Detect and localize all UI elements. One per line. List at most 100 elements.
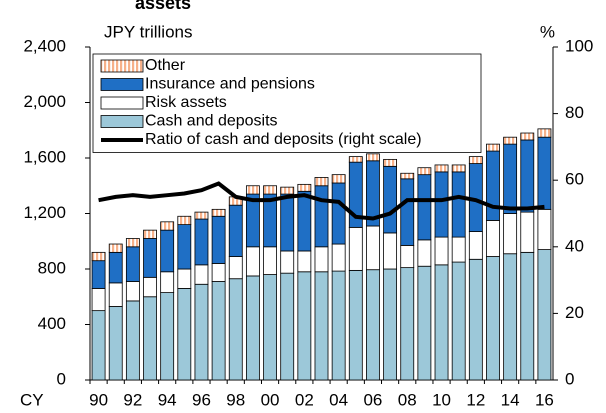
bar-segment <box>383 232 398 270</box>
bar-segment <box>520 132 535 141</box>
bar-segment <box>537 208 552 250</box>
chart-title: assets <box>135 0 191 13</box>
x-tick-label: 02 <box>295 390 314 409</box>
bar-segment <box>366 153 380 162</box>
y2-axis-label: % <box>540 22 555 41</box>
bar-segment <box>486 143 500 152</box>
bar-segment <box>143 296 157 381</box>
bar-segment <box>434 171 449 238</box>
bar-segment <box>400 267 415 381</box>
bar-segment <box>297 190 312 252</box>
bar-segment <box>91 288 106 312</box>
bar-segment <box>143 276 157 298</box>
bar-segment <box>503 136 518 145</box>
bar-segment <box>177 224 192 270</box>
legend-swatch <box>100 78 144 91</box>
bar-segment <box>160 292 175 381</box>
bar-segment <box>91 310 106 381</box>
bar-segment <box>434 164 449 173</box>
y-tick-label: 800 <box>38 258 66 277</box>
bar-segment <box>503 253 518 381</box>
y-tick-label: 1,200 <box>23 203 66 222</box>
bar-segment <box>314 177 329 187</box>
bar-segment <box>468 231 483 260</box>
bar-segment <box>297 183 312 192</box>
bar-segment <box>400 245 415 269</box>
bar-segment <box>245 275 260 381</box>
bar-segment <box>91 260 106 289</box>
x-tick-label: 06 <box>363 390 382 409</box>
bar-segment <box>297 271 312 381</box>
bar-segment <box>177 215 192 225</box>
bar-segment <box>348 269 363 381</box>
bar-segment <box>194 264 209 285</box>
bar-segment <box>537 249 552 381</box>
bar-segment <box>520 211 535 253</box>
y-tick-label: 2,400 <box>23 36 66 55</box>
legend-label: Other <box>145 57 186 74</box>
legend-label: Risk assets <box>145 94 227 111</box>
legend-label: Cash and deposits <box>145 113 278 130</box>
bar-segment <box>503 213 518 255</box>
bar-segment <box>451 171 466 238</box>
x-axis-label: CY <box>20 390 44 409</box>
bar-segment <box>331 174 346 184</box>
x-tick-label: 92 <box>123 390 142 409</box>
x-tick-label: 00 <box>261 390 280 409</box>
bar-segment <box>228 278 243 381</box>
bar-segment <box>331 243 346 272</box>
bar-segment <box>434 236 449 266</box>
bar-segment <box>434 264 449 381</box>
x-tick-label: 94 <box>158 390 177 409</box>
bar-segment <box>314 185 329 248</box>
bar-segment <box>366 269 380 381</box>
bar-segment <box>211 281 226 381</box>
bar-segment <box>537 136 552 210</box>
bar-segment <box>194 211 209 220</box>
x-tick-label: 16 <box>535 390 554 409</box>
y2-tick-label: 80 <box>565 103 584 122</box>
bar-segment <box>417 167 432 176</box>
y-tick-label: 400 <box>38 314 66 333</box>
bar-segment <box>468 258 483 381</box>
y-axis-label: JPY trillions <box>104 22 193 41</box>
bar-segment <box>417 265 432 381</box>
legend-box <box>92 53 482 153</box>
y-tick-label: 1,600 <box>23 147 66 166</box>
bar-segment <box>228 204 243 257</box>
bar-segment <box>383 268 398 381</box>
bar-segment <box>280 272 295 381</box>
bar-segment <box>108 251 123 284</box>
bar-segment <box>417 174 432 241</box>
x-tick-label: 10 <box>432 390 451 409</box>
legend-swatch <box>100 96 144 110</box>
bar-segment <box>314 246 329 273</box>
bar-segment <box>520 251 535 381</box>
y2-tick-label: 40 <box>565 236 584 255</box>
bar-segment <box>520 139 535 213</box>
bar-segment <box>245 185 260 195</box>
y2-tick-label: 0 <box>565 369 574 388</box>
bar-segment <box>263 246 277 275</box>
bar-segment <box>486 150 500 221</box>
bar-segment <box>160 271 175 293</box>
x-tick-label: 14 <box>501 390 520 409</box>
bar-segment <box>486 220 500 257</box>
x-tick-label: 04 <box>329 390 348 409</box>
x-tick-label: 98 <box>226 390 245 409</box>
y2-tick-label: 20 <box>565 303 584 322</box>
bar-segment <box>280 186 295 195</box>
bar-segment <box>263 185 277 195</box>
legend-swatch <box>100 59 144 73</box>
bar-segment <box>451 236 466 263</box>
bar-segment <box>125 238 140 248</box>
bar-segment <box>383 165 398 234</box>
x-tick-label: 12 <box>466 390 485 409</box>
bar-segment <box>348 226 363 271</box>
bar-segment <box>383 158 398 167</box>
legend-label: Insurance and pensions <box>145 76 315 93</box>
y2-tick-label: 60 <box>565 170 584 189</box>
bar-segment <box>143 229 157 239</box>
bar-segment <box>177 268 192 289</box>
